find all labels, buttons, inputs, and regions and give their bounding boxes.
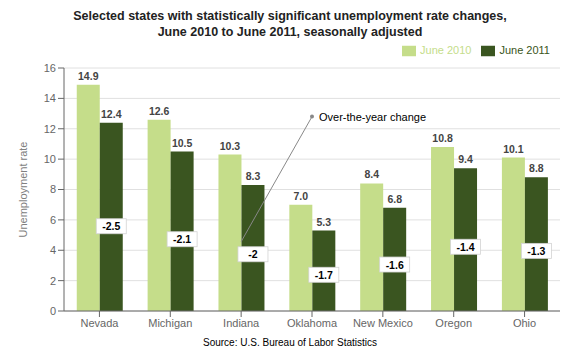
svg-text:Ohio: Ohio (513, 317, 536, 329)
svg-text:-1.7: -1.7 (315, 269, 333, 281)
svg-text:10: 10 (44, 153, 56, 165)
svg-text:14: 14 (44, 92, 56, 104)
svg-text:0: 0 (50, 305, 56, 317)
svg-text:-1.3: -1.3 (527, 245, 545, 257)
svg-text:Unemployment rate: Unemployment rate (17, 142, 29, 238)
svg-text:-1.4: -1.4 (456, 241, 474, 253)
svg-text:Indiana: Indiana (223, 317, 260, 329)
svg-text:10.3: 10.3 (220, 140, 241, 152)
svg-text:12.4: 12.4 (101, 108, 122, 120)
svg-text:-2.5: -2.5 (102, 220, 120, 232)
svg-text:10.5: 10.5 (172, 137, 193, 149)
svg-text:10.8: 10.8 (432, 132, 453, 144)
svg-text:14.9: 14.9 (78, 70, 99, 82)
svg-text:5.3: 5.3 (317, 216, 332, 228)
svg-text:7.0: 7.0 (294, 190, 309, 202)
svg-text:New Mexico: New Mexico (353, 317, 413, 329)
svg-text:16: 16 (44, 62, 56, 74)
svg-text:8: 8 (50, 183, 56, 195)
svg-text:6: 6 (50, 214, 56, 226)
html-text:June 2010: June 2010 (420, 44, 472, 56)
svg-text:9.4: 9.4 (458, 153, 473, 165)
svg-text:2: 2 (50, 275, 56, 287)
svg-text:-2.1: -2.1 (173, 233, 191, 245)
svg-text:-2: -2 (248, 248, 257, 260)
svg-text:8.8: 8.8 (529, 162, 544, 174)
svg-text:10.1: 10.1 (503, 143, 524, 155)
svg-text:8.4: 8.4 (364, 168, 379, 180)
svg-text:Over-the-year change: Over-the-year change (319, 111, 426, 123)
svg-text:Oklahoma: Oklahoma (287, 317, 338, 329)
svg-text:Oregon: Oregon (435, 317, 472, 329)
svg-text:Nevada: Nevada (80, 317, 119, 329)
svg-text:6.8: 6.8 (387, 193, 402, 205)
svg-text:8.3: 8.3 (246, 170, 261, 182)
html-text:Source: U.S. Bureau of Labor S: Source: U.S. Bureau of Labor Statistics (203, 337, 377, 348)
html-text:Selected states with statistic: Selected states with statistically signi… (73, 9, 507, 23)
svg-text:Michigan: Michigan (148, 317, 192, 329)
svg-text:-1.6: -1.6 (386, 259, 404, 271)
svg-text:12.6: 12.6 (149, 105, 170, 117)
svg-text:4: 4 (50, 244, 56, 256)
svg-text:12: 12 (44, 123, 56, 135)
html-text:June 2011: June 2011 (499, 44, 550, 56)
html-text:June 2010 to June 2011, season: June 2010 to June 2011, seasonally adjus… (157, 25, 423, 39)
